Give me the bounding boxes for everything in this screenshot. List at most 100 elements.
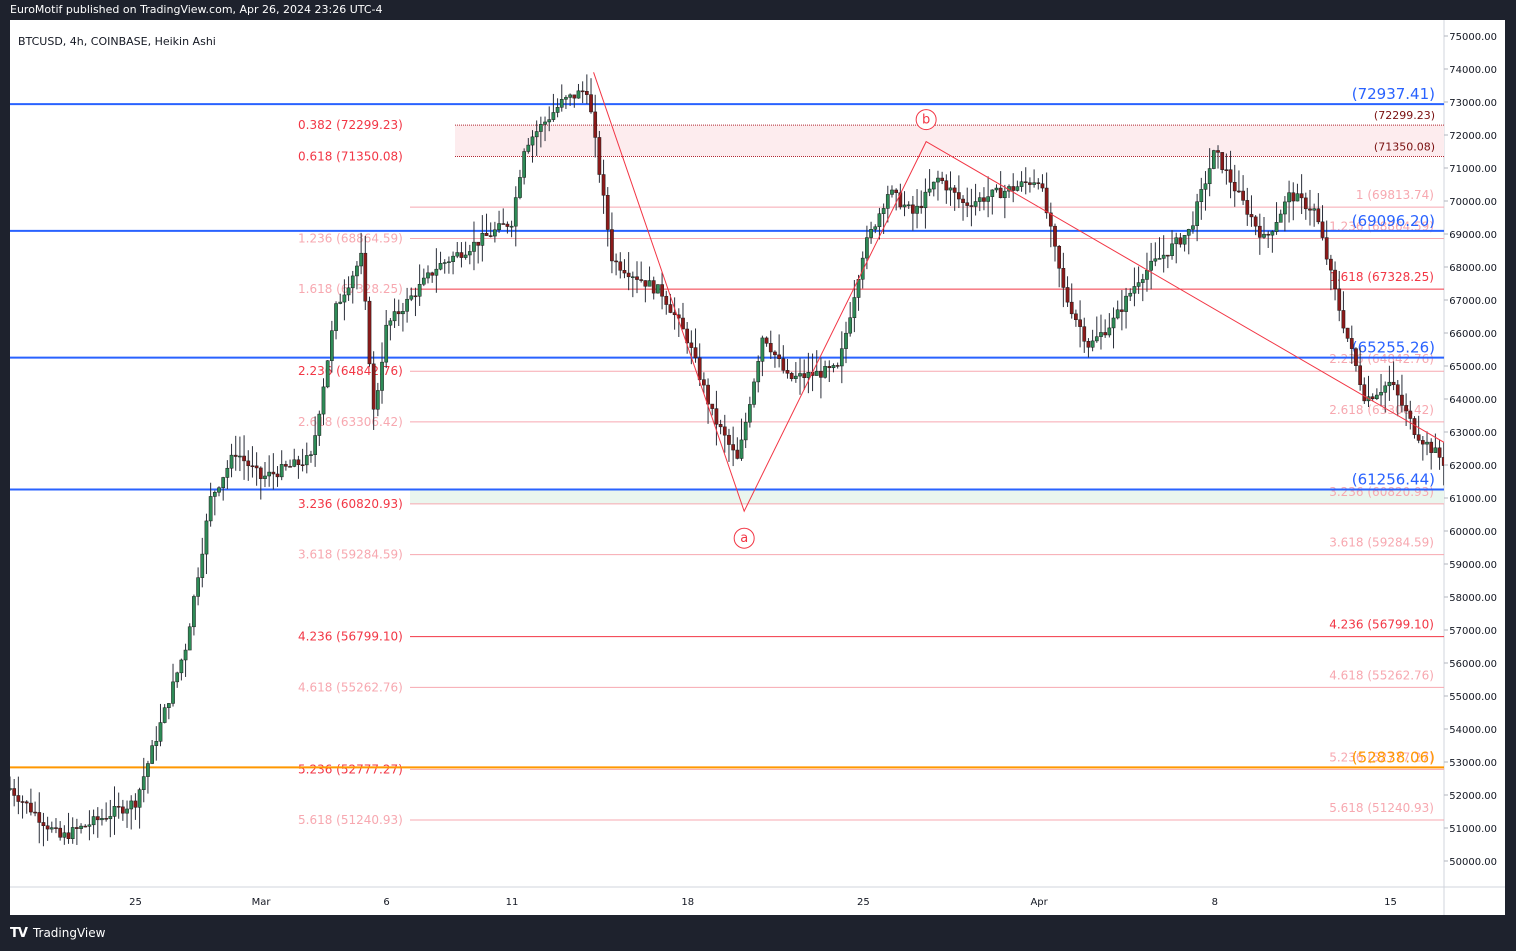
y-tick-label: 74000.00: [1449, 65, 1497, 76]
footer-brand[interactable]: TradingView: [32, 926, 106, 940]
candle-up: [852, 297, 857, 318]
x-tick-label: 11: [506, 897, 519, 908]
candle-down: [1337, 288, 1342, 311]
candle-down: [572, 94, 577, 99]
chart-frame[interactable]: [10, 20, 1505, 915]
candle-up: [823, 366, 827, 378]
wave-label-circle: [733, 527, 755, 549]
candle-up: [1387, 381, 1392, 387]
candle-down: [104, 818, 108, 820]
candle-up: [526, 144, 531, 152]
candle-up: [238, 455, 242, 458]
candle-up: [1211, 150, 1216, 169]
candle-down: [83, 825, 88, 828]
candle-down: [1057, 246, 1062, 269]
candle-down: [1412, 418, 1417, 435]
candle-up: [1090, 340, 1095, 348]
candle-up: [426, 272, 430, 279]
candle-down: [1329, 258, 1333, 271]
candle-up: [1195, 201, 1199, 226]
candle-down: [1028, 182, 1032, 185]
candle-up: [534, 131, 539, 138]
candle-up: [10, 788, 12, 790]
candle-up: [793, 375, 798, 379]
candle-up: [564, 97, 568, 100]
candle-up: [493, 229, 497, 237]
candle-down: [33, 811, 37, 814]
candle-down: [1253, 216, 1258, 227]
candle-up: [325, 360, 330, 388]
candle-down: [969, 205, 974, 207]
candle-down: [1241, 190, 1245, 201]
fib-right-label: 3.236 (60820.93): [1329, 485, 1434, 499]
candle-up: [196, 577, 200, 597]
candle-down: [58, 827, 63, 838]
candle-up: [1463, 483, 1466, 487]
candle-up: [166, 703, 171, 708]
candle-up: [497, 223, 501, 231]
candle-up: [986, 196, 990, 202]
candle-up: [338, 301, 343, 304]
range-box: [455, 125, 1444, 157]
candle-down: [919, 205, 924, 209]
candle-down: [1036, 182, 1041, 184]
candle-up: [154, 741, 159, 746]
fib-left-label: 3.618 (59284.59): [298, 548, 403, 562]
candle-down: [1341, 310, 1346, 329]
candle-down: [37, 812, 42, 823]
candle-up: [1203, 183, 1208, 190]
publisher-text: EuroMotif published on TradingView.com, …: [10, 3, 383, 16]
candle-down: [1232, 181, 1237, 192]
candle-down: [1358, 365, 1362, 385]
y-tick-label: 63000.00: [1449, 428, 1497, 439]
candle-down: [777, 354, 781, 359]
fib-right-label: 5.618 (51240.93): [1329, 801, 1434, 815]
candle-up: [923, 191, 928, 209]
candle-down: [773, 351, 777, 356]
candle-up: [559, 99, 564, 108]
fib-left-label: 2.618 (63306.42): [298, 415, 403, 429]
candle-down: [1429, 441, 1434, 453]
candle-up: [973, 201, 978, 207]
fib-right-label: 4.618 (55262.76): [1329, 668, 1434, 682]
publisher-header: EuroMotif published on TradingView.com, …: [10, 0, 1505, 20]
candle-up: [108, 816, 113, 820]
candle-up: [1383, 385, 1388, 393]
candle-down: [41, 822, 46, 827]
fib-right-label: 3.618 (59284.59): [1329, 536, 1434, 550]
candle-down: [957, 192, 961, 200]
candle-up: [292, 459, 297, 467]
candle-up: [1094, 336, 1099, 342]
y-tick-label: 55000.00: [1449, 692, 1497, 703]
candle-down: [20, 801, 25, 803]
candle-down: [1074, 313, 1078, 320]
candle-up: [1115, 309, 1120, 319]
candle-down: [45, 825, 50, 830]
fib-left-label: 5.618 (51240.93): [298, 813, 403, 827]
candle-down: [781, 358, 786, 371]
candle-down: [54, 827, 58, 829]
y-tick-label: 62000.00: [1449, 461, 1497, 472]
candle-down: [610, 229, 614, 262]
candle-up: [743, 421, 748, 441]
candle-down: [731, 444, 735, 451]
candle-down: [1228, 169, 1233, 183]
candle-down: [1349, 338, 1354, 349]
candle-down: [484, 233, 489, 236]
candle-down: [1061, 268, 1066, 288]
candle-up: [70, 827, 75, 839]
candle-up: [447, 261, 451, 263]
plot-area[interactable]: (72299.23) (71350.08) 1 (69813.74) 1.236 (6…: [8, 72, 1516, 847]
candle-up: [539, 124, 543, 132]
candle-up: [568, 94, 572, 98]
candle-up: [555, 107, 560, 113]
candle-up: [530, 136, 535, 146]
candle-down: [1316, 208, 1321, 223]
fib-right-label: 4.236 (56799.10): [1329, 618, 1434, 632]
level-label: (65255.26): [1352, 339, 1435, 357]
level-label: (52838.06): [1352, 748, 1435, 766]
candle-down: [133, 800, 138, 808]
candle-up: [171, 681, 175, 704]
candle-up: [806, 372, 811, 378]
